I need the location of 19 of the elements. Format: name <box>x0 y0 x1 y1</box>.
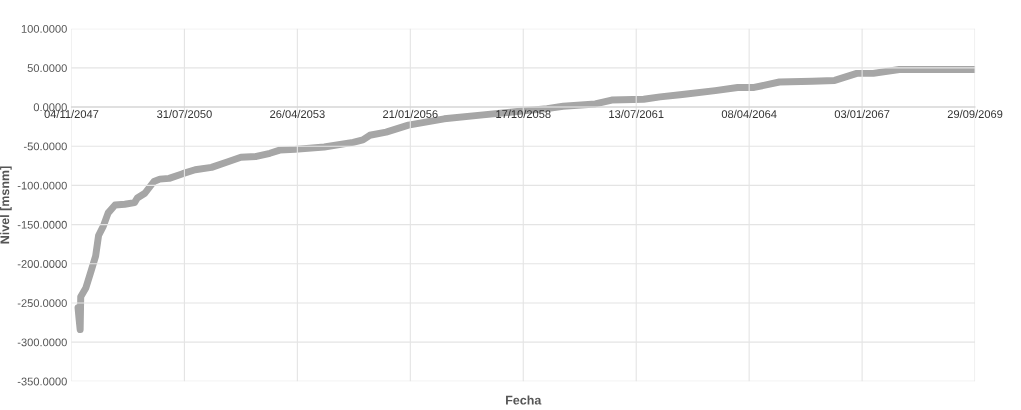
x-tick-label: 13/07/2061 <box>609 109 664 118</box>
x-tick-label: 29/09/2069 <box>947 109 1003 118</box>
y-tick-label: -200.0000 <box>17 260 67 268</box>
x-tick-label: 21/01/2056 <box>383 109 438 118</box>
y-tick-label: -100.0000 <box>17 181 67 190</box>
y-tick-label: -250.0000 <box>17 299 67 308</box>
x-axis-title: Fecha <box>506 395 542 405</box>
y-tick-label: -50.0000 <box>23 142 67 151</box>
y-axis-title: Nivel [msnm] <box>0 166 12 244</box>
y-tick-label: 100.0000 <box>21 24 67 33</box>
x-tick-label: 08/04/2064 <box>721 109 777 118</box>
x-tick-label: 03/01/2067 <box>834 109 890 118</box>
y-tick-label: -300.0000 <box>17 338 67 347</box>
x-tick-label: 31/07/2050 <box>157 109 212 118</box>
y-tick-label: -350.0000 <box>17 377 67 386</box>
y-tick-label: -150.0000 <box>17 220 67 229</box>
x-tick-label: 17/10/2058 <box>496 109 551 118</box>
x-tick-label: 26/04/2053 <box>270 109 325 118</box>
y-tick-label: 50.0000 <box>27 64 67 73</box>
